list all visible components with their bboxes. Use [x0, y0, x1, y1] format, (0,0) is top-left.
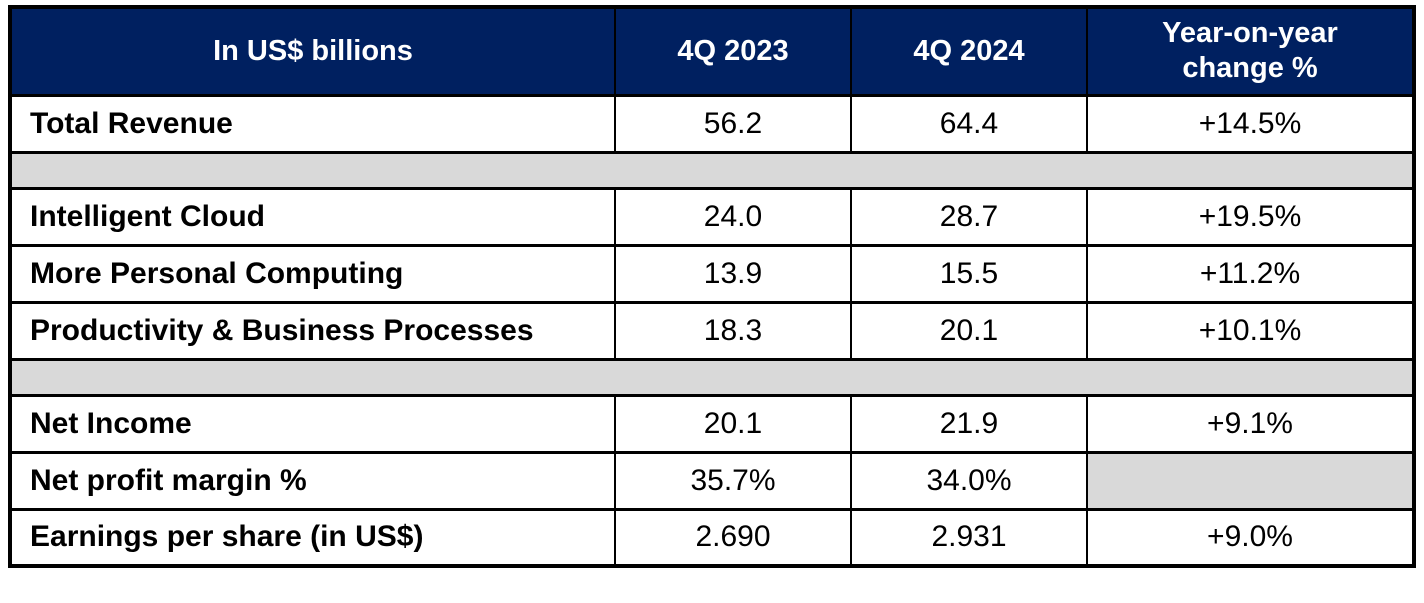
intelligent-cloud-yoy: +19.5% — [1086, 186, 1415, 247]
table-row-more-personal-computing: More Personal Computing 13.9 15.5 +11.2% — [9, 243, 1415, 304]
row-label-earnings-per-share: Earnings per share (in US$) — [9, 507, 616, 568]
table-row-earnings-per-share: Earnings per share (in US$) 2.690 2.931 … — [9, 507, 1415, 568]
total-revenue-4q2023: 56.2 — [614, 93, 852, 154]
row-label-net-income: Net Income — [9, 393, 616, 454]
more-personal-computing-4q2023: 13.9 — [614, 243, 852, 304]
table-row-total-revenue: Total Revenue 56.2 64.4 +14.5% — [9, 93, 1415, 154]
yoy-header-line1: Year-on-year — [1162, 17, 1338, 50]
earnings-per-share-4q2024: 2.931 — [850, 507, 1088, 568]
spacer-band — [9, 150, 1415, 190]
more-personal-computing-4q2024: 15.5 — [850, 243, 1088, 304]
row-label-more-personal-computing: More Personal Computing — [9, 243, 616, 304]
column-header-metric: In US$ billions — [9, 5, 616, 97]
row-label-total-revenue: Total Revenue — [9, 93, 616, 154]
table-row-productivity-business-processes: Productivity & Business Processes 18.3 2… — [9, 300, 1415, 361]
column-header-4q2024: 4Q 2024 — [850, 5, 1088, 97]
intelligent-cloud-4q2023: 24.0 — [614, 186, 852, 247]
row-label-intelligent-cloud: Intelligent Cloud — [9, 186, 616, 247]
total-revenue-yoy: +14.5% — [1086, 93, 1415, 154]
net-income-yoy: +9.1% — [1086, 393, 1415, 454]
earnings-per-share-yoy: +9.0% — [1086, 507, 1415, 568]
spacer-row-1 — [9, 150, 1415, 190]
total-revenue-4q2024: 64.4 — [850, 93, 1088, 154]
table-row-intelligent-cloud: Intelligent Cloud 24.0 28.7 +19.5% — [9, 186, 1415, 247]
net-income-4q2023: 20.1 — [614, 393, 852, 454]
productivity-business-processes-4q2023: 18.3 — [614, 300, 852, 361]
table-row-net-profit-margin: Net profit margin % 35.7% 34.0% — [9, 450, 1415, 511]
net-profit-margin-4q2023: 35.7% — [614, 450, 852, 511]
productivity-business-processes-yoy: +10.1% — [1086, 300, 1415, 361]
column-header-yoy-change: Year-on-year change % — [1086, 5, 1415, 97]
yoy-header-line2: change % — [1182, 52, 1318, 85]
net-income-4q2024: 21.9 — [850, 393, 1088, 454]
column-header-4q2023: 4Q 2023 — [614, 5, 852, 97]
earnings-per-share-4q2023: 2.690 — [614, 507, 852, 568]
net-profit-margin-yoy-empty — [1086, 450, 1415, 511]
spacer-band — [9, 357, 1415, 397]
row-label-net-profit-margin: Net profit margin % — [9, 450, 616, 511]
more-personal-computing-yoy: +11.2% — [1086, 243, 1415, 304]
productivity-business-processes-4q2024: 20.1 — [850, 300, 1088, 361]
table-row-net-income: Net Income 20.1 21.9 +9.1% — [9, 393, 1415, 454]
financial-results-table: In US$ billions 4Q 2023 4Q 2024 Year-on-… — [8, 5, 1416, 568]
spacer-row-2 — [9, 357, 1415, 397]
net-profit-margin-4q2024: 34.0% — [850, 450, 1088, 511]
header-row: In US$ billions 4Q 2023 4Q 2024 Year-on-… — [9, 5, 1415, 97]
intelligent-cloud-4q2024: 28.7 — [850, 186, 1088, 247]
row-label-productivity-business-processes: Productivity & Business Processes — [9, 300, 616, 361]
financial-results-table-container: In US$ billions 4Q 2023 4Q 2024 Year-on-… — [8, 5, 1416, 568]
